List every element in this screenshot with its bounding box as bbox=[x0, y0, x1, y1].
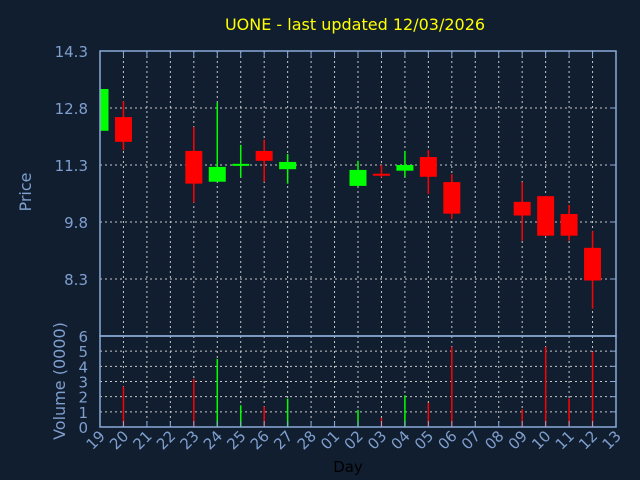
candle-body-04 bbox=[396, 165, 414, 171]
volume-tick-label: 0 bbox=[78, 419, 88, 437]
x-tick-label: 20 bbox=[106, 427, 132, 453]
x-tick-label: 11 bbox=[552, 427, 578, 453]
candle-body-12 bbox=[584, 247, 602, 281]
candles-group bbox=[100, 89, 602, 309]
price-tick-label: 9.8 bbox=[64, 214, 88, 232]
x-tick-label: 28 bbox=[294, 427, 320, 453]
x-tick-label: 04 bbox=[388, 427, 414, 453]
candle-body-23 bbox=[185, 150, 203, 184]
volume-panel-frame bbox=[99, 335, 617, 428]
candle-body-26 bbox=[255, 150, 273, 161]
x-tick-label: 27 bbox=[270, 427, 296, 453]
price-tick-label: 8.3 bbox=[64, 271, 88, 289]
x-tick-label: 13 bbox=[599, 427, 625, 453]
candle-body-11 bbox=[560, 214, 578, 236]
x-axis-label: Day bbox=[333, 458, 363, 476]
x-tick-label: 26 bbox=[247, 427, 273, 453]
price-tick-label: 11.3 bbox=[55, 157, 88, 175]
x-tick-label: 10 bbox=[528, 427, 554, 453]
x-tick-label: 25 bbox=[223, 427, 249, 453]
x-tick-label: 01 bbox=[317, 427, 343, 453]
volume-axis-label: Volume (0000) bbox=[50, 322, 69, 440]
candle-body-27 bbox=[279, 161, 297, 170]
x-tick-label: 24 bbox=[200, 427, 226, 453]
candle-body-10 bbox=[537, 196, 555, 236]
volume-tick-label: 5 bbox=[78, 343, 88, 361]
volume-tick-label: 4 bbox=[78, 358, 88, 376]
candle-body-06 bbox=[443, 182, 461, 214]
x-tick-label: 23 bbox=[176, 427, 202, 453]
x-tick-label: 08 bbox=[481, 427, 507, 453]
y-axis-label: Price bbox=[16, 172, 35, 211]
x-tick-label: 02 bbox=[341, 427, 367, 453]
candle-body-02 bbox=[349, 169, 367, 186]
x-tick-label: 12 bbox=[575, 427, 601, 453]
volume-tick-label: 6 bbox=[78, 328, 88, 346]
x-tick-label: 03 bbox=[364, 427, 390, 453]
candle-body-20 bbox=[114, 117, 132, 142]
x-tick-label: 05 bbox=[411, 427, 437, 453]
price-tick-label: 12.8 bbox=[55, 100, 88, 118]
volume-tick-label: 2 bbox=[78, 389, 88, 407]
x-tick-label: 09 bbox=[505, 427, 531, 453]
volume-tick-label: 1 bbox=[78, 404, 88, 422]
candle-body-25 bbox=[232, 163, 250, 166]
candle-body-05 bbox=[419, 157, 437, 177]
candle-body-03 bbox=[372, 173, 390, 176]
x-tick-label: 22 bbox=[153, 427, 179, 453]
candle-body-24 bbox=[208, 166, 226, 182]
volume-tick-label: 3 bbox=[78, 374, 88, 392]
x-tick-label: 07 bbox=[458, 427, 484, 453]
x-tick-label: 06 bbox=[434, 427, 460, 453]
price-tick-label: 14.3 bbox=[55, 43, 88, 61]
candle-body-09 bbox=[513, 201, 531, 216]
candle-body-19 bbox=[100, 89, 109, 131]
chart-title: UONE - last updated 12/03/2026 bbox=[225, 15, 485, 34]
x-tick-label: 21 bbox=[130, 427, 156, 453]
price-panel-frame bbox=[99, 50, 617, 337]
